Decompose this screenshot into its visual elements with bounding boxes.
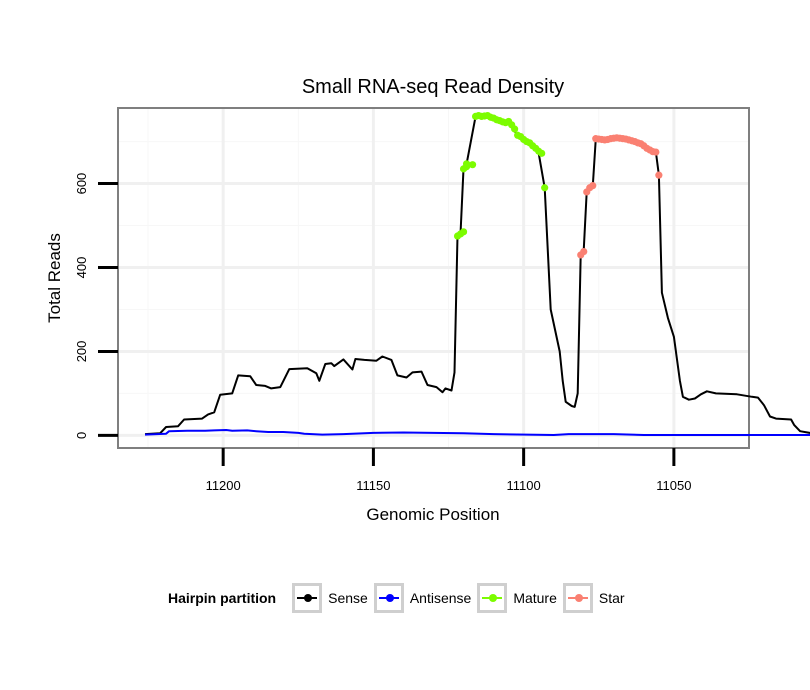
data-point-mature (459, 228, 468, 236)
plot-panel (117, 107, 750, 449)
legend-key-dot (574, 594, 583, 602)
x-tick-label: 11200 (206, 478, 241, 493)
legend-key-sense (292, 583, 323, 613)
legend-key-star (562, 583, 593, 613)
legend-label-mature: Mature (513, 590, 557, 606)
x-axis-ticks: 11200 11150 11100 11050 (206, 448, 691, 493)
legend-key-dot (304, 594, 313, 602)
legend-title: Hairpin partition (168, 590, 277, 606)
x-tick-label: 11050 (656, 478, 691, 493)
panel-background (118, 108, 749, 448)
data-point-star (580, 247, 588, 256)
x-tick-label: 11150 (356, 478, 390, 493)
legend-label-antisense: Antisense (409, 590, 472, 606)
data-point-star (652, 148, 660, 156)
x-tick-label: 11100 (507, 478, 541, 493)
legend-label-sense: Sense (328, 590, 368, 606)
legend-label-star: Star (598, 590, 625, 606)
legend-key-antisense (373, 583, 404, 613)
legend-item-antisense: Antisense (373, 583, 472, 613)
data-point-mature (468, 161, 477, 169)
legend: Hairpin partition Sense Antisense Mature St… (168, 582, 631, 614)
y-tick-label: 400 (74, 257, 89, 279)
series-layer (144, 111, 810, 436)
x-axis-label: Genomic Position (366, 505, 499, 524)
chart-title: Small RNA-seq Read Density (302, 76, 564, 98)
data-point-star (655, 171, 663, 179)
legend-item-star: Star (562, 583, 625, 613)
data-point-mature (538, 149, 546, 157)
legend-item-mature: Mature (477, 583, 557, 613)
series-line-antisense (144, 429, 810, 436)
data-point-star (589, 182, 597, 190)
y-axis-ticks: 0 200 400 600 (74, 173, 118, 439)
legend-item-sense: Sense (292, 583, 368, 613)
data-point-mature (541, 184, 549, 192)
data-point-mature (511, 125, 519, 133)
y-axis-label: Total Reads (45, 233, 64, 323)
panel-border (117, 107, 750, 449)
y-tick-label: 600 (74, 173, 89, 195)
y-tick-label: 0 (74, 432, 89, 439)
legend-key-dot (489, 594, 498, 602)
data-point-mature (462, 160, 471, 168)
legend-items: Sense Antisense Mature Star (292, 583, 630, 613)
y-tick-label: 200 (74, 341, 89, 363)
legend-key-dot (385, 594, 394, 602)
legend-key-mature (477, 583, 508, 613)
